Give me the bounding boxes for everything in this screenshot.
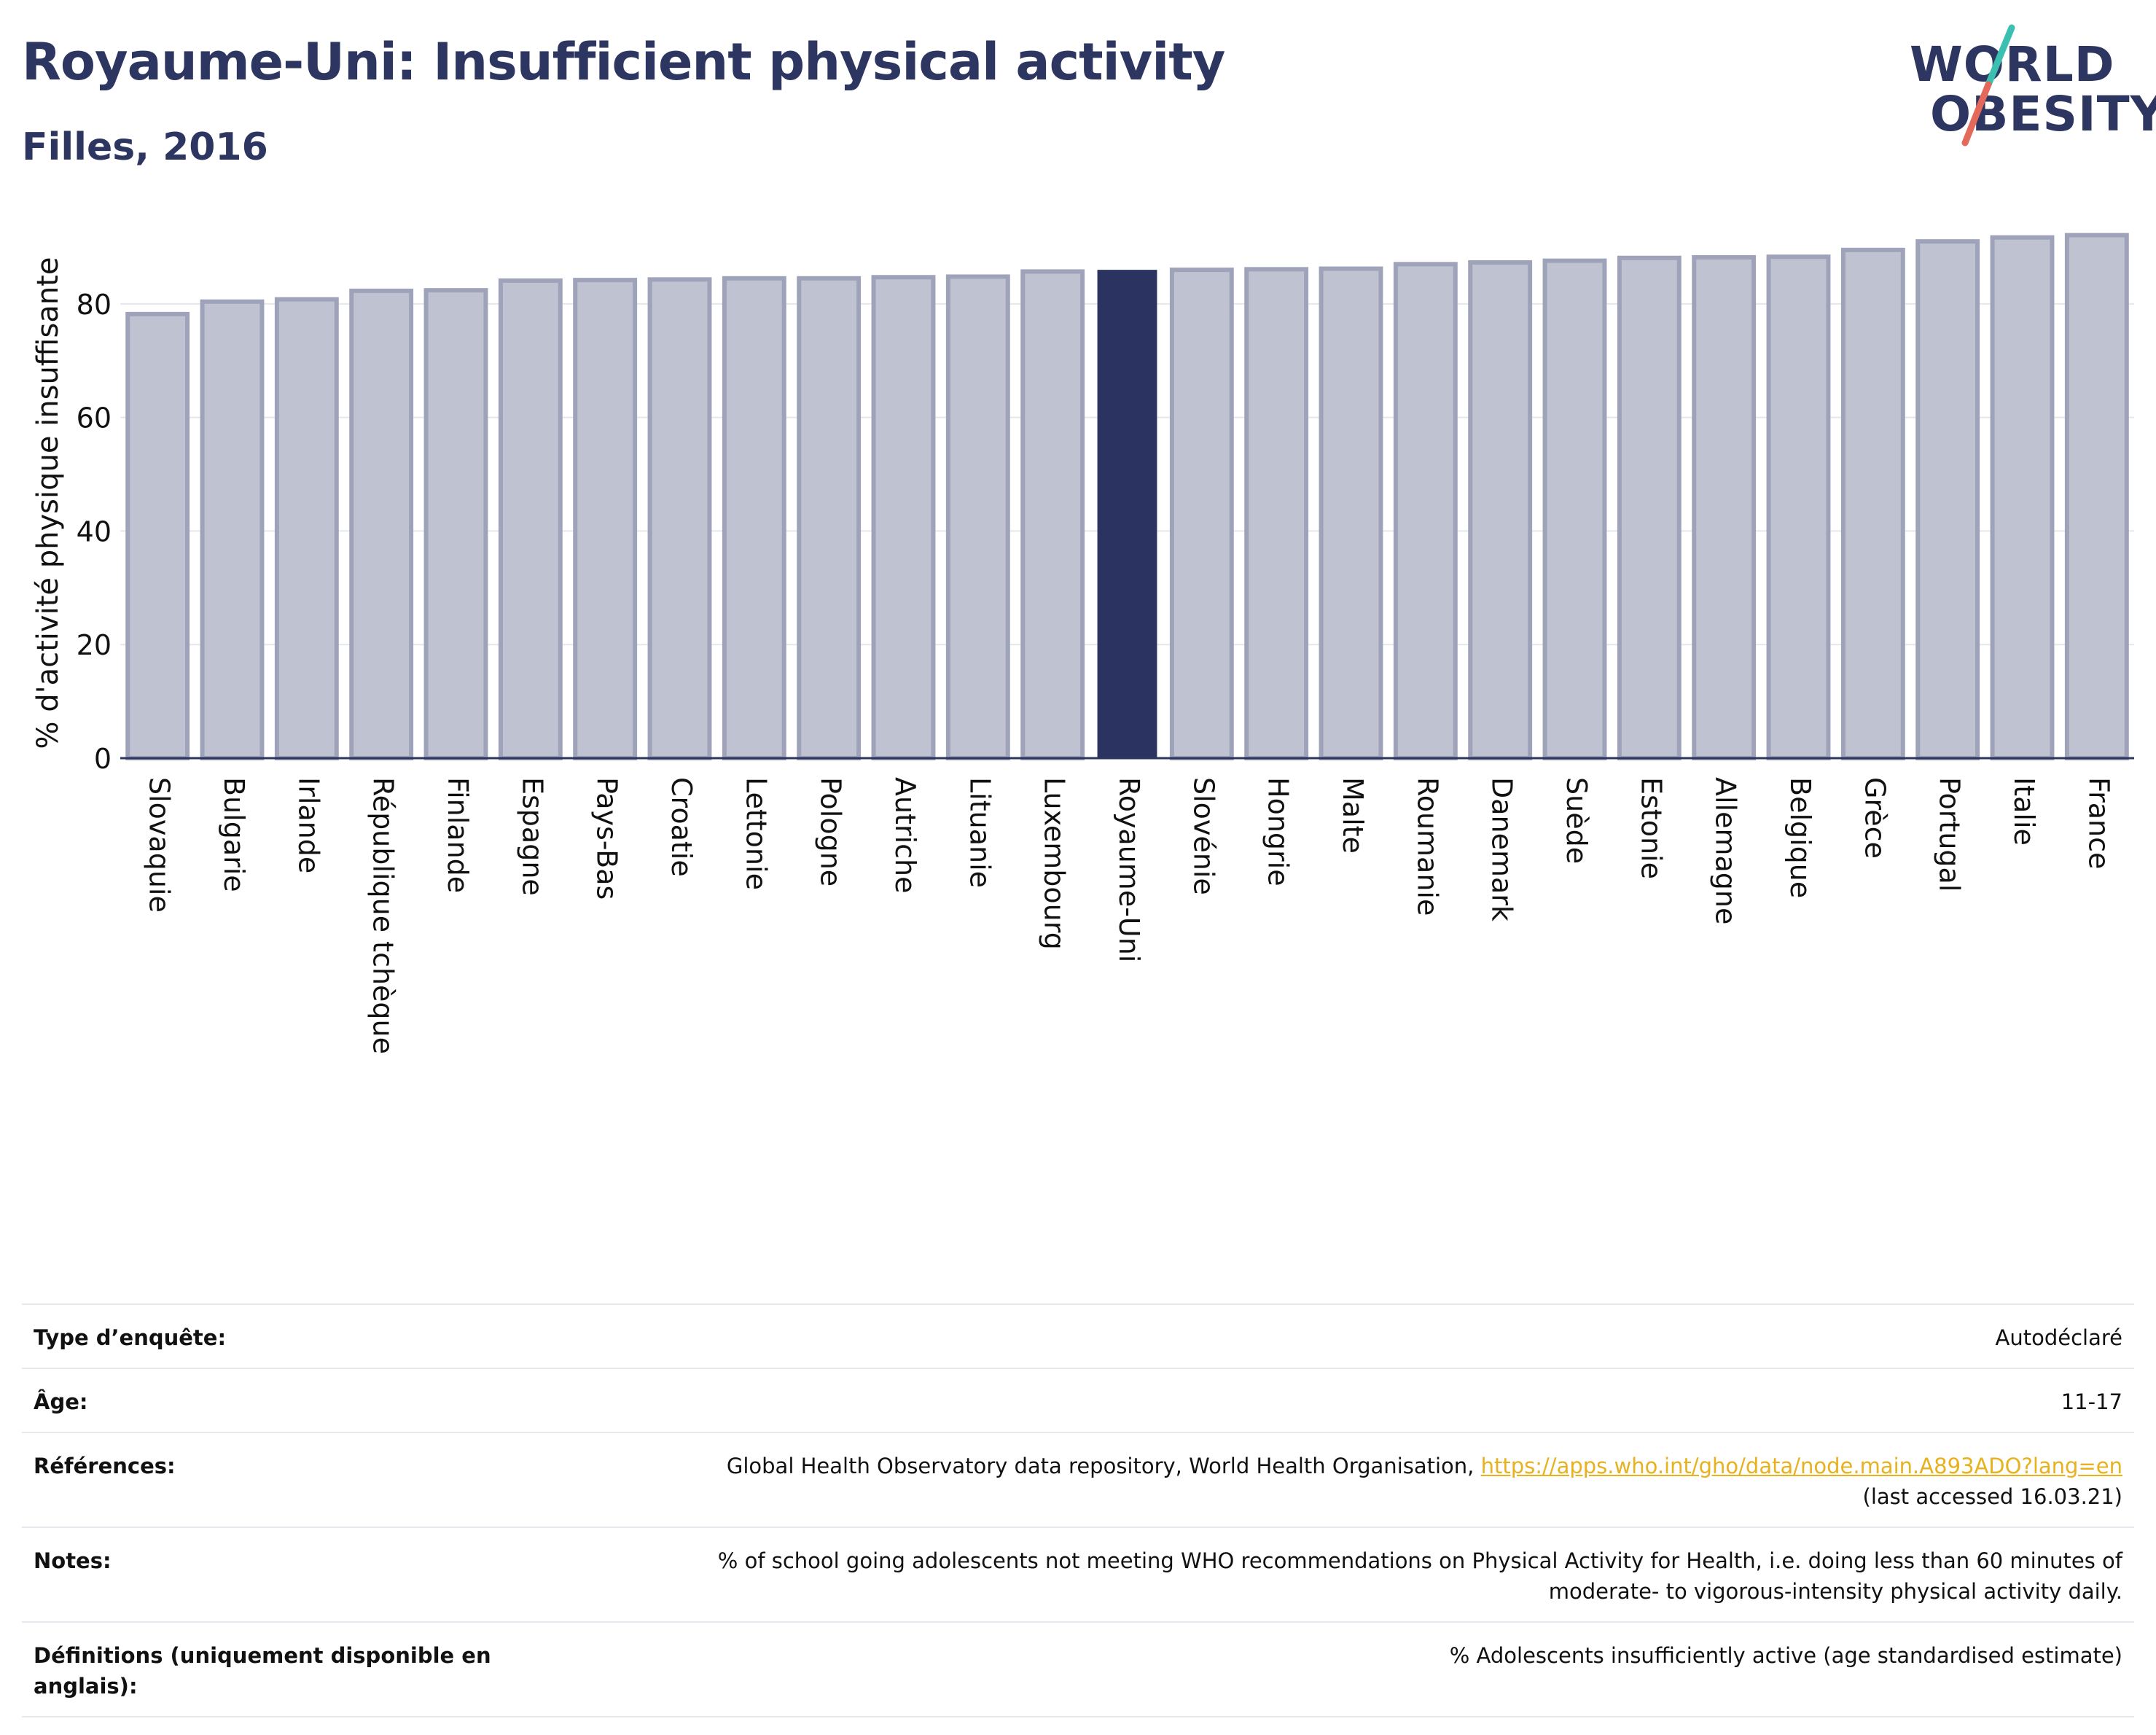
y-tick-label: 0 (94, 743, 112, 775)
info-row-notes: Notes: % of school going adolescents not… (22, 1527, 2134, 1621)
bar-slov-nie (1169, 268, 1234, 760)
info-value: Autodéclaré (1995, 1325, 2122, 1350)
info-value: % Adolescents insufficiently active (age… (1449, 1643, 2122, 1669)
logo-slash-icon (1961, 24, 2015, 147)
info-label: Références: (34, 1454, 176, 1479)
x-tick-label: Slovénie (1187, 777, 1219, 895)
bar-slovaquie (125, 311, 190, 760)
x-tick-label: Pologne (815, 777, 847, 886)
info-table: Type d’enquête: Autodéclaré Âge: 11-17 R… (22, 1303, 2134, 1718)
info-value: % of school going adolescents not meetin… (718, 1545, 2122, 1607)
bar-gr-ce (1840, 247, 1905, 760)
info-label: Notes: (34, 1548, 112, 1574)
x-tick-label: Suède (1561, 777, 1593, 864)
notes-line-2: moderate- to vigorous-intensity physical… (1548, 1579, 2122, 1605)
bar-r-publique-tch-que (349, 288, 414, 760)
bar-finlande (423, 288, 488, 761)
x-tick-label: Croatie (665, 777, 698, 877)
reference-link[interactable]: https://apps.who.int/gho/data/node.main.… (1480, 1454, 2122, 1479)
info-row-survey-type: Type d’enquête: Autodéclaré (22, 1303, 2134, 1368)
logo-line-1: WORLD (1910, 36, 2115, 93)
world-obesity-logo: WORLD OBESITY (1895, 22, 2156, 153)
bar-espagne (498, 278, 563, 760)
x-tick-label: Allemagne (1710, 777, 1742, 924)
x-tick-label: Pays-Bas (591, 777, 623, 900)
bar-hongrie (1244, 267, 1309, 761)
bar-royaume-uni (1097, 270, 1157, 759)
info-value: 11-17 (2061, 1389, 2122, 1415)
x-tick-label: Malte (1337, 777, 1369, 854)
bar-danemark (1468, 260, 1533, 760)
bar-pays-bas (573, 278, 638, 760)
x-tick-label: Hongrie (1262, 777, 1294, 886)
bar-croatie (647, 277, 712, 761)
bar-italie (1990, 235, 2055, 760)
bar-allemagne (1692, 254, 1757, 760)
x-tick-label: Grèce (1859, 777, 1891, 859)
x-tick-label: Roumanie (1411, 777, 1443, 916)
page-title: Royaume-Uni: Insufficient physical activ… (22, 32, 1225, 92)
bar-bulgarie (200, 299, 265, 760)
x-tick-label: Slovaquie (144, 777, 176, 913)
x-tick-label: France (2082, 777, 2114, 869)
y-tick-label: 40 (77, 515, 112, 547)
bar-roumanie (1393, 262, 1458, 760)
bar-lettonie (722, 276, 786, 760)
x-tick-label: Estonie (1635, 777, 1667, 879)
bar-pologne (797, 276, 862, 760)
x-tick-label: Italie (2008, 777, 2040, 846)
info-row-definitions: Définitions (uniquement disponible en an… (22, 1621, 2134, 1718)
x-tick-label: Bulgarie (218, 777, 250, 892)
bar-lituanie (945, 274, 1010, 760)
x-tick-label: Lituanie (964, 777, 996, 888)
x-tick-label: Portugal (1934, 777, 1966, 892)
x-tick-label: Irlande (292, 777, 324, 873)
reference-text: Global Health Observatory data repositor… (726, 1454, 1481, 1479)
info-label: Âge: (34, 1389, 88, 1415)
x-tick-label: Autriche (889, 777, 921, 894)
x-tick-label: Espagne (516, 777, 548, 896)
y-tick-label: 60 (77, 402, 112, 434)
x-tick-label: Danemark (1486, 777, 1518, 921)
info-label: Type d’enquête: (34, 1325, 227, 1350)
info-label: Définitions (uniquement disponible en an… (34, 1643, 491, 1699)
bar-autriche (871, 275, 936, 760)
x-tick-label: Belgique (1784, 777, 1816, 898)
info-row-age: Âge: 11-17 (22, 1368, 2134, 1432)
y-tick-label: 20 (77, 629, 112, 661)
x-tick-label: République tchèque (367, 777, 399, 1054)
bar-su-de (1542, 258, 1607, 761)
y-tick-label: 80 (77, 289, 112, 321)
page-subtitle: Filles, 2016 (22, 125, 268, 169)
bar-chart: 0 20 40 60 80 Slovaquie Bulgarie Irlande Républi… (77, 233, 2134, 1054)
x-tick-label: Luxembourg (1039, 777, 1071, 950)
reference-accessed: (last accessed 16.03.21) (1862, 1484, 2122, 1510)
notes-line-1: % of school going adolescents not meetin… (717, 1548, 2122, 1574)
x-tick-label: Royaume-Uni (1113, 777, 1145, 962)
bar-france (2064, 233, 2129, 760)
x-tick-label: Finlande (442, 777, 474, 893)
bar-portugal (1915, 239, 1980, 760)
bar-belgique (1766, 254, 1831, 761)
info-value: Global Health Observatory data repositor… (727, 1451, 2122, 1512)
bar-luxembourg (1020, 269, 1085, 761)
bar-malte (1319, 266, 1383, 760)
info-row-references: Références: Global Health Observatory da… (22, 1432, 2134, 1527)
bar-irlande (274, 297, 339, 760)
bar-estonie (1617, 255, 1682, 760)
x-tick-label: Lettonie (740, 777, 772, 890)
